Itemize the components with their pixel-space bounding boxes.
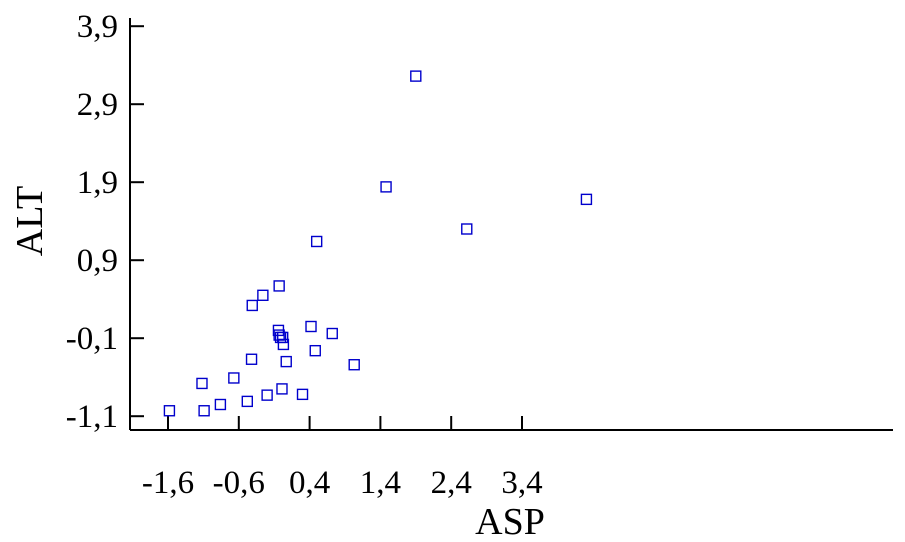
data-point (214, 398, 227, 411)
data-point (228, 372, 240, 384)
y-tick-label: -0,1 (66, 321, 118, 357)
x-axis-ticks: -1,6 -0,6 0,4 1,4 2,4 3,4 (142, 416, 543, 501)
x-tick-label: 2,4 (431, 465, 472, 501)
data-point (276, 331, 289, 344)
data-point (245, 353, 258, 365)
y-axis-title: ALT (9, 186, 51, 256)
data-point (380, 181, 392, 193)
y-tick-label: 2,9 (77, 87, 118, 123)
data-point (261, 389, 273, 401)
data-point (276, 383, 288, 395)
x-tick-label: 3,4 (501, 465, 542, 501)
data-points (163, 70, 593, 417)
data-point (410, 70, 422, 82)
data-point (580, 193, 593, 206)
data-point (280, 355, 292, 368)
y-axis-ticks: -1,1 -0,1 0,9 1,9 2,9 3,9 (66, 9, 144, 435)
data-point (273, 280, 285, 292)
data-point (348, 359, 360, 371)
data-point (241, 395, 253, 408)
data-point (257, 289, 269, 301)
data-point (163, 405, 176, 417)
data-point (198, 405, 210, 417)
data-point (326, 327, 338, 340)
data-point (277, 338, 290, 351)
y-tick-label: 3,9 (77, 9, 118, 45)
data-point (461, 223, 473, 235)
y-tick-label: 1,9 (77, 165, 118, 201)
y-tick-label: -1,1 (66, 399, 118, 435)
x-tick-label: 1,4 (360, 465, 401, 501)
x-axis-title: ASP (475, 501, 545, 542)
x-tick-label: -1,6 (142, 465, 194, 501)
data-point (196, 377, 208, 390)
data-point (305, 320, 317, 333)
data-point (246, 299, 258, 312)
data-point (310, 235, 323, 248)
data-point (309, 344, 321, 357)
x-tick-label: 0,4 (289, 465, 330, 501)
x-tick-label: -0,6 (213, 465, 265, 501)
y-tick-label: 0,9 (77, 243, 118, 279)
data-point (296, 388, 309, 401)
